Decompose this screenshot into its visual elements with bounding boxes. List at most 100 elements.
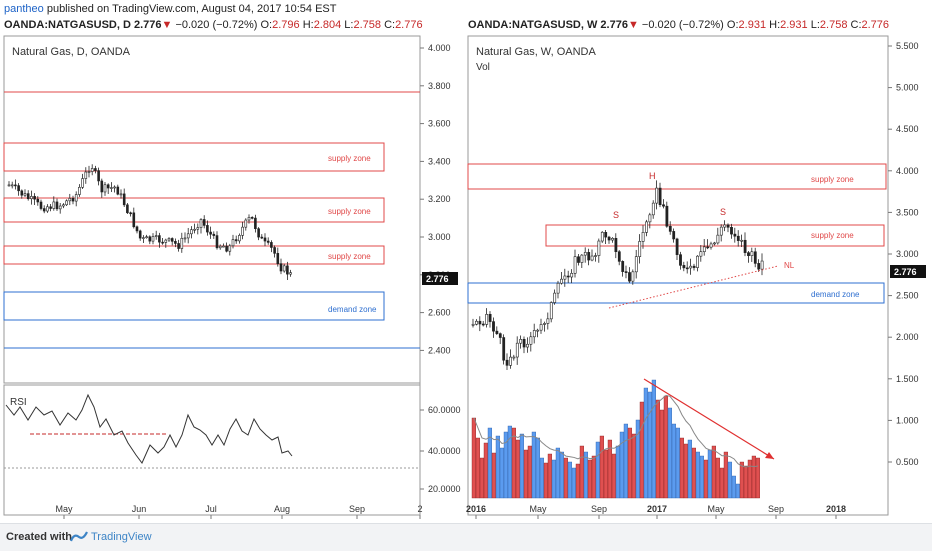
left-change: −0.020 (−0.72%) <box>175 19 258 31</box>
left-candle <box>260 236 264 239</box>
left-candle <box>46 206 49 212</box>
left-candle <box>145 236 148 239</box>
left-supply-zone-1[interactable] <box>3 142 385 172</box>
right-candle <box>539 324 543 331</box>
left-price-pane[interactable] <box>3 35 421 384</box>
right-candle <box>624 271 628 273</box>
volume-bar <box>607 439 612 499</box>
left-rsi-pane[interactable] <box>3 384 421 516</box>
volume-bar <box>527 445 532 499</box>
left-time-tick-label: 2 <box>417 504 422 514</box>
left-candle <box>247 217 251 221</box>
left-price-axis[interactable]: 4.0003.8003.6003.4003.2003.0002.8002.600… <box>420 43 451 355</box>
left-candle <box>119 193 123 196</box>
left-candle <box>55 201 59 210</box>
left-symbol[interactable]: OANDA:NATGASUSD, D <box>4 19 131 31</box>
left-candle <box>254 217 257 230</box>
volume-bar <box>623 423 628 499</box>
left-high: 2.804 <box>313 19 342 31</box>
left-candle <box>30 196 33 200</box>
volume-bar <box>739 461 744 499</box>
left-candle <box>206 225 209 233</box>
left-demand-zone[interactable] <box>3 291 385 321</box>
left-candle <box>218 245 222 249</box>
left-supply-zone-3[interactable] <box>3 245 385 265</box>
right-candle <box>730 226 733 235</box>
left-candle <box>97 170 100 182</box>
left-time-axis[interactable]: May Jun Jul Aug Sep 2 <box>55 504 423 519</box>
right-candle <box>726 224 730 228</box>
left-candle <box>234 239 238 242</box>
volume-bar <box>535 437 540 499</box>
left-candle <box>174 241 177 244</box>
right-candle <box>485 313 489 325</box>
right-close: 2.776 <box>861 19 890 31</box>
left-candle <box>129 212 132 215</box>
right-candle <box>672 231 676 240</box>
right-time-tick-label: Sep <box>768 504 784 514</box>
right-candle <box>675 238 679 255</box>
volume-bar <box>611 453 616 499</box>
left-candle <box>209 231 212 235</box>
publisher-name[interactable]: pantheo <box>4 3 44 15</box>
right-candle <box>546 318 550 324</box>
right-supply-zone-2[interactable] <box>545 224 885 247</box>
right-price-tick-label: 5.500 <box>896 41 919 51</box>
neckline[interactable] <box>608 265 779 309</box>
volume-bar <box>523 449 528 499</box>
volume-bar <box>755 457 760 499</box>
volume-bar <box>539 457 544 499</box>
right-price-axis[interactable]: 5.500 5.000 4.500 4.000 3.500 3.000 2.500 2.000… <box>888 41 919 467</box>
left-candle <box>7 184 11 187</box>
volume-bar <box>479 457 484 499</box>
left-candle <box>23 193 27 196</box>
right-chart[interactable]: Natural Gas, W, OANDA Vol supply zone su… <box>466 35 932 523</box>
left-supply-zone-2-label: supply zone <box>328 207 371 216</box>
left-candle <box>273 247 276 254</box>
right-candle <box>723 224 727 228</box>
volume-bar <box>579 445 584 499</box>
right-supply-zone-1[interactable] <box>467 163 887 190</box>
left-candles <box>7 164 292 280</box>
left-o-label: O: <box>260 19 273 31</box>
right-candle <box>682 265 686 269</box>
right-symbol[interactable]: OANDA:NATGASUSD, W <box>468 19 598 31</box>
volume-bar <box>719 467 724 499</box>
right-time-axis[interactable]: 2016 May Sep 2017 May Sep 2018 <box>466 504 846 519</box>
left-price-tick-label: 4.000 <box>428 43 451 53</box>
right-candle <box>655 187 659 204</box>
volume-bar <box>675 427 680 499</box>
right-candle <box>716 234 720 244</box>
volume-bar <box>543 462 548 499</box>
left-candle <box>74 194 78 202</box>
right-candle <box>560 278 563 284</box>
right-candle <box>685 267 689 270</box>
left-candle <box>135 226 139 232</box>
right-candle <box>505 359 509 366</box>
left-candle <box>148 236 152 242</box>
volume-bar <box>571 467 576 499</box>
left-supply-zone-2[interactable] <box>3 197 385 223</box>
volume-bar <box>471 417 476 499</box>
left-candle <box>196 227 200 230</box>
left-candle <box>113 186 116 189</box>
right-candle <box>556 282 560 294</box>
left-open: 2.796 <box>272 19 300 31</box>
left-candle <box>186 233 190 239</box>
right-candle <box>604 232 608 238</box>
right-demand-zone[interactable] <box>467 282 885 304</box>
left-candle <box>87 171 91 173</box>
left-time-tick-label: May <box>55 504 73 514</box>
tradingview-logo-icon <box>70 531 88 542</box>
tradingview-brand-link[interactable]: TradingView <box>91 531 152 543</box>
right-candle <box>747 252 750 257</box>
right-candle <box>621 261 625 272</box>
left-candle <box>151 236 155 242</box>
right-candle <box>665 205 669 227</box>
left-candle <box>241 226 244 236</box>
left-candle <box>94 168 97 171</box>
right-price-tick-label: 3.000 <box>896 249 919 259</box>
right-candle <box>611 238 614 241</box>
left-chart[interactable]: Natural Gas, D, OANDA supply zone supply… <box>0 35 466 523</box>
volume-bar <box>547 453 552 499</box>
